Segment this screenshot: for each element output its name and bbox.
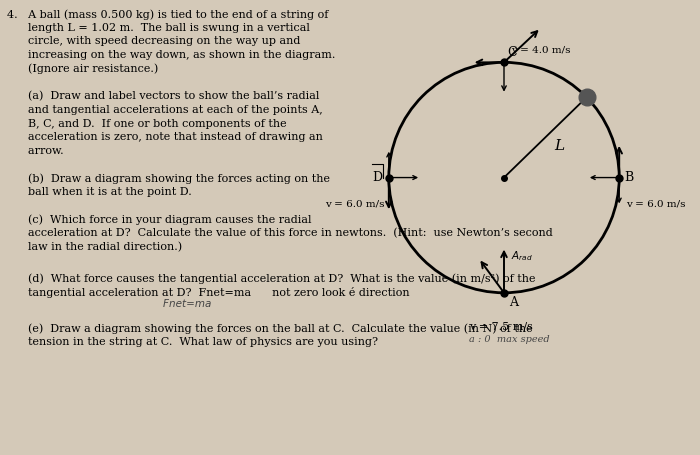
Text: acceleration at D?  Calculate the value of this force in newtons.  (Hint:  use N: acceleration at D? Calculate the value o… [7, 228, 553, 238]
Text: (d)  What force causes the tangential acceleration at D?  What is the value (in : (d) What force causes the tangential acc… [7, 273, 536, 283]
Text: v = 6.0 m/s: v = 6.0 m/s [326, 199, 385, 208]
Text: a : 0  max speed: a : 0 max speed [469, 334, 550, 344]
Text: C: C [508, 46, 517, 59]
Text: (b)  Draw a diagram showing the forces acting on the: (b) Draw a diagram showing the forces ac… [7, 173, 330, 183]
Text: Fnet=ma: Fnet=ma [7, 298, 211, 308]
Text: law in the radial direction.): law in the radial direction.) [7, 241, 182, 252]
Text: circle, with speed decreasing on the way up and: circle, with speed decreasing on the way… [7, 36, 300, 46]
Text: ball when it is at the point D.: ball when it is at the point D. [7, 187, 192, 197]
Text: increasing on the way down, as shown in the diagram.: increasing on the way down, as shown in … [7, 50, 335, 60]
Text: arrow.: arrow. [7, 146, 64, 156]
Text: v = 4.0 m/s: v = 4.0 m/s [511, 45, 570, 54]
Text: $A_{rad}$: $A_{rad}$ [511, 248, 533, 263]
Text: acceleration is zero, note that instead of drawing an: acceleration is zero, note that instead … [7, 132, 323, 142]
Text: length L = 1.02 m.  The ball is swung in a vertical: length L = 1.02 m. The ball is swung in … [7, 23, 310, 33]
Text: B: B [624, 171, 633, 183]
Text: (a)  Draw and label vectors to show the ball’s radial: (a) Draw and label vectors to show the b… [7, 91, 319, 101]
Text: A: A [509, 295, 517, 308]
Text: L: L [554, 139, 564, 153]
Text: (c)  Which force in your diagram causes the radial: (c) Which force in your diagram causes t… [7, 214, 312, 224]
Text: and tangential accelerations at each of the points A,: and tangential accelerations at each of … [7, 105, 323, 115]
Text: 4.   A ball (mass 0.500 kg) is tied to the end of a string of: 4. A ball (mass 0.500 kg) is tied to the… [7, 9, 328, 20]
Text: (e)  Draw a diagram showing the forces on the ball at C.  Calculate the value (i: (e) Draw a diagram showing the forces on… [7, 323, 533, 334]
Text: (Ignore air resistance.): (Ignore air resistance.) [7, 64, 158, 74]
Text: v = 7.5 m/s: v = 7.5 m/s [469, 321, 533, 331]
Text: B, C, and D.  If one or both components of the: B, C, and D. If one or both components o… [7, 118, 286, 128]
Text: v = 6.0 m/s: v = 6.0 m/s [626, 199, 685, 208]
Text: tension in the string at C.  What law of physics are you using?: tension in the string at C. What law of … [7, 337, 378, 347]
Text: tangential acceleration at D?  Fnet=ma      not zero look é direction: tangential acceleration at D? Fnet=ma no… [7, 287, 409, 298]
Text: D: D [372, 171, 383, 183]
